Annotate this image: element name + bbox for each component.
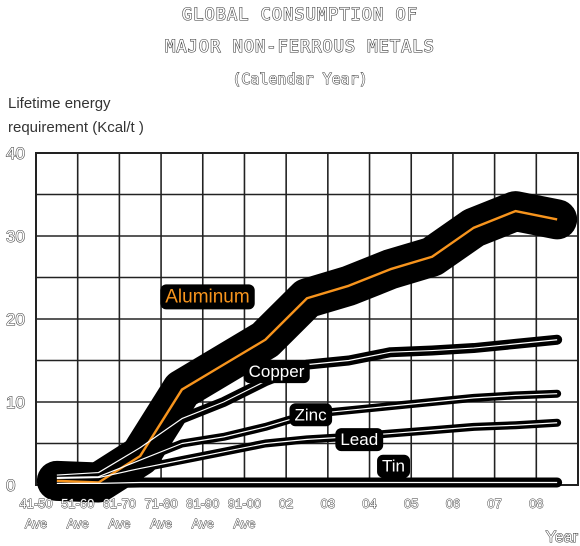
x-tick-label-sub: Ave xyxy=(150,516,172,531)
x-tick-label-sub: Ave xyxy=(192,516,214,531)
x-tick-label-sub: Ave xyxy=(108,516,130,531)
x-tick-label: 02 xyxy=(279,496,293,511)
y-tick-label: 10 xyxy=(6,393,25,412)
series-line-aluminum xyxy=(56,209,558,484)
x-tick-label: 71-80 xyxy=(144,496,177,511)
y-tick-label: 20 xyxy=(6,310,25,329)
series-label-tin: Tin xyxy=(382,457,405,476)
x-tick-label-sub: Ave xyxy=(25,516,47,531)
series-label-copper: Copper xyxy=(249,362,305,381)
y-tick-label: 40 xyxy=(6,144,25,163)
series-label-lead: Lead xyxy=(340,430,378,449)
series-label-bg xyxy=(289,403,333,427)
series-label-zinc: Zinc xyxy=(294,405,327,424)
series-label-bg xyxy=(335,428,384,452)
chart-subtitle: (Calendar Year) xyxy=(232,70,367,88)
y-axis-label-line-1: Lifetime energy xyxy=(8,95,111,112)
x-tick-label: 06 xyxy=(446,496,460,511)
x-tick-label: 05 xyxy=(404,496,418,511)
x-axis-label: Year xyxy=(546,529,579,546)
x-tick-label: 41-50 xyxy=(19,496,52,511)
chart-title-line-2: MAJOR NON-FERROUS METALS xyxy=(165,37,435,57)
y-axis-label-line-2: requirement (Kcal/t ) xyxy=(8,119,144,136)
series-line-tin xyxy=(56,481,558,484)
x-tick-label-sub: Ave xyxy=(67,516,89,531)
x-tick-label-sub: Ave xyxy=(233,516,255,531)
series-line-lead xyxy=(56,422,558,479)
x-tick-label: 91-00 xyxy=(228,496,261,511)
series-label-aluminum: Aluminum xyxy=(165,286,249,307)
x-tick-label: 61-70 xyxy=(103,496,136,511)
series-label-bg xyxy=(160,284,255,310)
y-tick-labels: 0 10 20 30 40 xyxy=(6,144,26,496)
x-tick-label: 51-60 xyxy=(61,496,94,511)
series-lines xyxy=(56,209,558,484)
x-tick-label: 08 xyxy=(529,496,543,511)
y-tick-label: 30 xyxy=(6,227,25,246)
x-tick-label: 04 xyxy=(362,496,376,511)
x-tick-label: 81-90 xyxy=(186,496,219,511)
y-tick-label: 0 xyxy=(6,476,15,495)
x-tick-labels: 41-50 Ave 51-60 Ave 61-70 Ave 71-80 Ave 81-90 Ave… xyxy=(19,496,544,532)
chart-title-line-1: GLOBAL CONSUMPTION OF xyxy=(182,5,418,25)
x-tick-label: 07 xyxy=(487,496,501,511)
series-label-bg xyxy=(243,360,310,384)
x-tick-label: 03 xyxy=(321,496,335,511)
series-label-bg xyxy=(377,454,411,478)
